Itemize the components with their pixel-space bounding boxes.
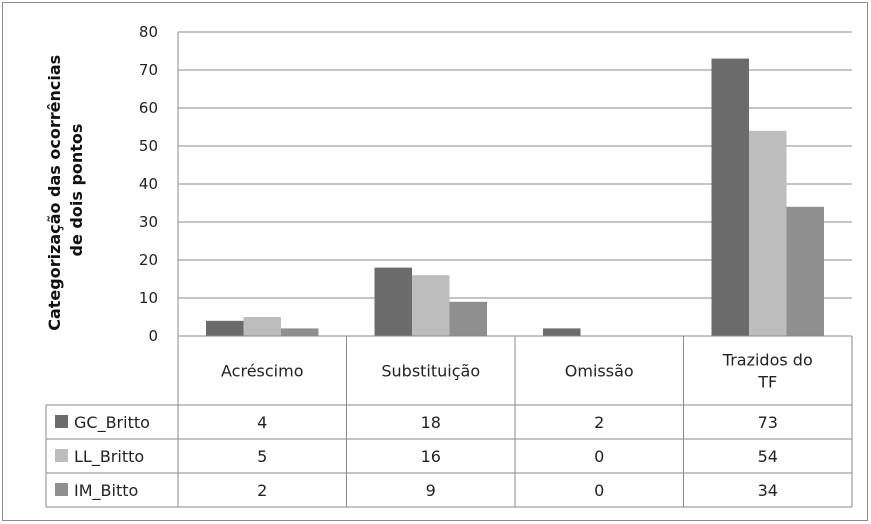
y-tick-label: 20 xyxy=(139,251,158,269)
data-label: 4 xyxy=(257,413,267,432)
y-tick-label: 60 xyxy=(139,99,158,117)
data-label: 5 xyxy=(257,447,267,466)
legend-key xyxy=(55,449,68,462)
bar-IM_Bitto-3 xyxy=(786,206,824,336)
bar-GC_Britto-3 xyxy=(711,58,749,336)
data-label: 73 xyxy=(758,413,778,432)
legend-label: GC_Britto xyxy=(74,413,150,433)
y-axis-title: Categorização das ocorrências de dois po… xyxy=(45,49,86,331)
data-label: 54 xyxy=(758,447,778,466)
bar-IM_Bitto-1 xyxy=(449,301,487,336)
y-axis-title-line-1: Categorização das ocorrências xyxy=(45,55,64,331)
y-tick-label: 70 xyxy=(139,61,158,79)
y-tick-label: 50 xyxy=(139,137,158,155)
y-tick-label: 40 xyxy=(139,175,158,193)
bars-layer xyxy=(206,58,824,336)
data-label: 34 xyxy=(758,481,778,500)
data-label: 2 xyxy=(594,413,604,432)
legend-label: IM_Bitto xyxy=(74,481,138,501)
y-tick-label: 0 xyxy=(148,327,158,345)
category-label: Substituição xyxy=(381,362,480,381)
data-table: Acréscimo Substituição Omissão Trazidos do T… xyxy=(45,335,853,508)
legend-key xyxy=(55,483,68,496)
legend-key xyxy=(55,415,68,428)
y-axis-title-line-2: de dois pontos xyxy=(67,124,86,257)
data-label: 0 xyxy=(594,447,604,466)
category-label: Acréscimo xyxy=(221,362,303,381)
bar-GC_Britto-2 xyxy=(543,328,581,336)
data-label: 0 xyxy=(594,481,604,500)
y-tick-label: 30 xyxy=(139,213,158,231)
data-label: 2 xyxy=(257,481,267,500)
bar-LL_Britto-3 xyxy=(749,130,787,336)
data-label: 18 xyxy=(421,413,441,432)
y-axis: 0 10 20 30 40 50 60 70 80 xyxy=(139,23,179,345)
category-label: Trazidos do xyxy=(722,351,813,370)
bar-LL_Britto-1 xyxy=(412,275,450,336)
category-label: Omissão xyxy=(565,362,634,381)
data-label: 16 xyxy=(421,447,441,466)
legend-label: LL_Britto xyxy=(74,447,144,467)
bar-GC_Britto-1 xyxy=(374,267,412,336)
data-label: 9 xyxy=(426,481,436,500)
bar-IM_Bitto-0 xyxy=(281,328,319,336)
category-label: TF xyxy=(757,373,777,392)
y-tick-label: 10 xyxy=(139,289,158,307)
bar-LL_Britto-0 xyxy=(243,317,281,336)
bar-GC_Britto-0 xyxy=(206,320,244,336)
y-tick-label: 80 xyxy=(139,23,158,41)
